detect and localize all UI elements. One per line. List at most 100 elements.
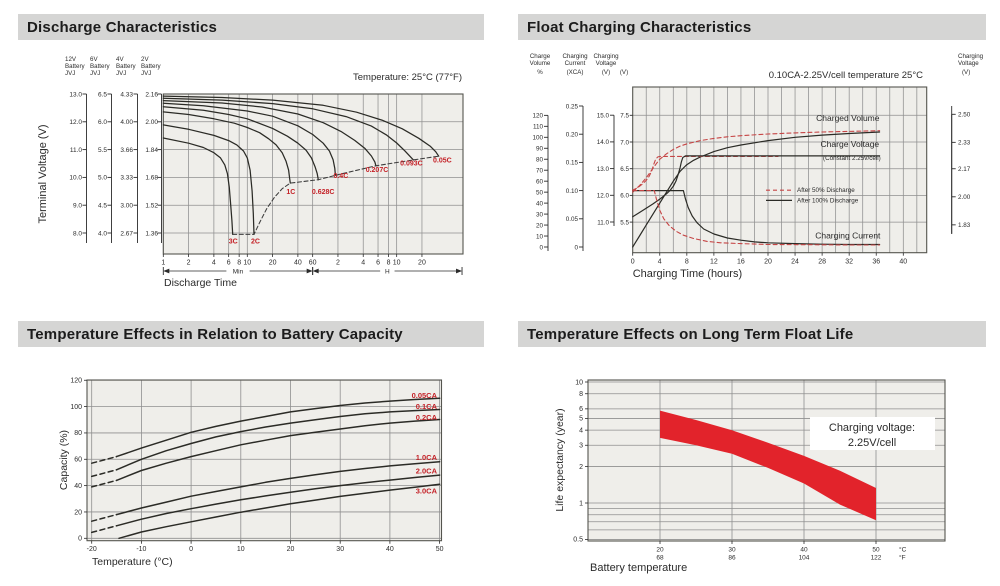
- x-tick-label: 6: [376, 260, 380, 267]
- y-axis-label: Life expectancy (year): [554, 408, 566, 511]
- x-tick-label-c: 40: [800, 547, 808, 554]
- float-life-chart: Charging voltage:2.25V/cell1086543210.52…: [554, 379, 946, 574]
- x-tick-label: -10: [136, 546, 146, 553]
- x-tick-label: 2: [187, 260, 191, 267]
- x-tick-label: 50: [436, 546, 444, 553]
- arrow-right: [306, 268, 313, 274]
- curve-annotation: Charged Volume: [816, 113, 880, 123]
- scale-header: 2V: [141, 56, 149, 63]
- scale-value: 2.50: [958, 112, 971, 119]
- x-tick-label: 4: [212, 260, 216, 267]
- x-tick-label: 20: [764, 259, 772, 266]
- scale-value: 2.33: [958, 140, 971, 147]
- scale-value: 2.67: [120, 230, 133, 237]
- scale-value: 6.5: [620, 166, 629, 173]
- scale-value: 12.0: [69, 119, 82, 126]
- scale-value: 1.68: [145, 175, 158, 182]
- scale-value: 0: [539, 244, 543, 251]
- x-tick-label: 60: [309, 260, 317, 267]
- scale-value: 3.33: [120, 175, 133, 182]
- series-0.05CA: [115, 397, 441, 458]
- panel-temperature-capacity: Temperature Effects in Relation to Batte…: [18, 321, 484, 581]
- x-unit-celsius: °C: [899, 546, 907, 554]
- scale-value: 11.0: [597, 219, 609, 226]
- section-title-bar: Float Charging Characteristics: [518, 14, 986, 40]
- scale-value: 6.0: [620, 193, 629, 200]
- rate-label-1C: 1C: [286, 189, 295, 196]
- scale-header: Battery: [65, 63, 86, 70]
- rate-label-0.207C: 0.207C: [366, 167, 389, 174]
- rate-label-0.628C: 0.628C: [312, 189, 335, 196]
- scale-unit: (V): [602, 69, 610, 76]
- discharge-characteristics-chart: 12VBatteryJVJ13.012.011.010.09.08.06VBat…: [37, 56, 464, 289]
- series-2.0CA: [115, 474, 441, 527]
- y-tick-label: 120: [70, 378, 82, 385]
- x-tick-label: 4: [361, 260, 365, 267]
- scale-header: 4V: [116, 56, 124, 63]
- y-tick-label: 8: [579, 391, 583, 398]
- x-tick-label-f: 68: [656, 555, 664, 562]
- scale-header: Charging: [593, 53, 619, 60]
- scale-value: 4.33: [120, 91, 133, 98]
- y-tick-label: 0.5: [573, 537, 583, 544]
- x-tick-label-c: 50: [872, 547, 880, 554]
- y-tick-label: 60: [74, 457, 82, 464]
- scale-value: 1.83: [958, 222, 971, 229]
- scale-value: 0.25: [566, 103, 579, 110]
- series-charged-volume-100pct: [632, 131, 881, 248]
- series-0.2CA: [115, 418, 441, 482]
- series-0.4C: [162, 102, 337, 176]
- x-tick-label-c: 20: [656, 547, 664, 554]
- scale-value: 1.52: [145, 203, 158, 210]
- y-axis-label: Capacity (%): [58, 430, 70, 490]
- scale-unit: %: [537, 69, 543, 76]
- span-label: Min: [233, 268, 244, 275]
- series-0.628C: [162, 106, 319, 181]
- scale-value: 2.16: [145, 91, 158, 98]
- scale-header: Battery: [90, 63, 111, 70]
- rate-label-3C: 3C: [229, 239, 238, 246]
- scale-value: 2.00: [958, 194, 971, 201]
- scale-value: 12.0: [597, 193, 610, 200]
- scale-value: 50: [536, 189, 544, 196]
- x-tick-label: 40: [294, 260, 302, 267]
- x-tick-label: 6: [227, 260, 231, 267]
- conditions-annotation: 0.10CA-2.25V/cell temperature 25°C: [769, 70, 923, 81]
- scale-value: 60: [536, 178, 544, 185]
- rate-label-2C: 2C: [251, 239, 260, 246]
- y-tick-label: 6: [579, 406, 583, 413]
- section-title: Float Charging Characteristics: [527, 18, 752, 36]
- scale-value: 1.84: [145, 147, 158, 154]
- x-tick-label: 4: [658, 259, 662, 266]
- scale-value: 2.00: [145, 119, 158, 126]
- x-tick-label: 40: [899, 259, 907, 266]
- rate-label-0.4C: 0.4C: [333, 173, 348, 180]
- scale-value: 100: [532, 135, 543, 142]
- x-tick-label-f: 86: [728, 555, 736, 562]
- y-tick-label: 40: [74, 483, 82, 490]
- series-3.0CA: [118, 483, 441, 540]
- span-label: H: [385, 268, 390, 275]
- scale-value: 40: [536, 200, 544, 207]
- x-axis-label: Temperature (°C): [92, 556, 173, 568]
- y-tick-label: 2: [579, 464, 583, 471]
- scale-header: Volume: [530, 60, 551, 67]
- scale-value: 3.00: [120, 203, 133, 210]
- y-tick-label: 80: [74, 430, 82, 437]
- y-tick-label: 5: [579, 416, 583, 423]
- temperature-capacity-chart: 0.05CA 0.1CA 0.2CA 1.0CA 2.0CA 3.0CA -20 -10 0 10…: [58, 378, 444, 568]
- scale-unit: (V): [962, 69, 970, 76]
- float-charging-chart: ChargeVolume%010203040506070809010011012…: [530, 53, 984, 280]
- arrow-left: [312, 268, 319, 274]
- y-tick-label: 1: [579, 500, 583, 507]
- plot-border: [632, 86, 928, 254]
- scale-value: 1.36: [145, 230, 158, 237]
- charging-voltage-annotation: Charging voltage:: [829, 422, 915, 434]
- life-expectancy-band: [660, 410, 876, 521]
- x-tick-label: 8: [237, 260, 241, 267]
- curve-annotation: Charge Voltage: [821, 139, 880, 149]
- plot-border: [86, 379, 443, 542]
- x-tick-label: 0: [189, 546, 193, 553]
- x-tick-label: 12: [710, 259, 718, 266]
- scale-value: 6.0: [98, 119, 107, 126]
